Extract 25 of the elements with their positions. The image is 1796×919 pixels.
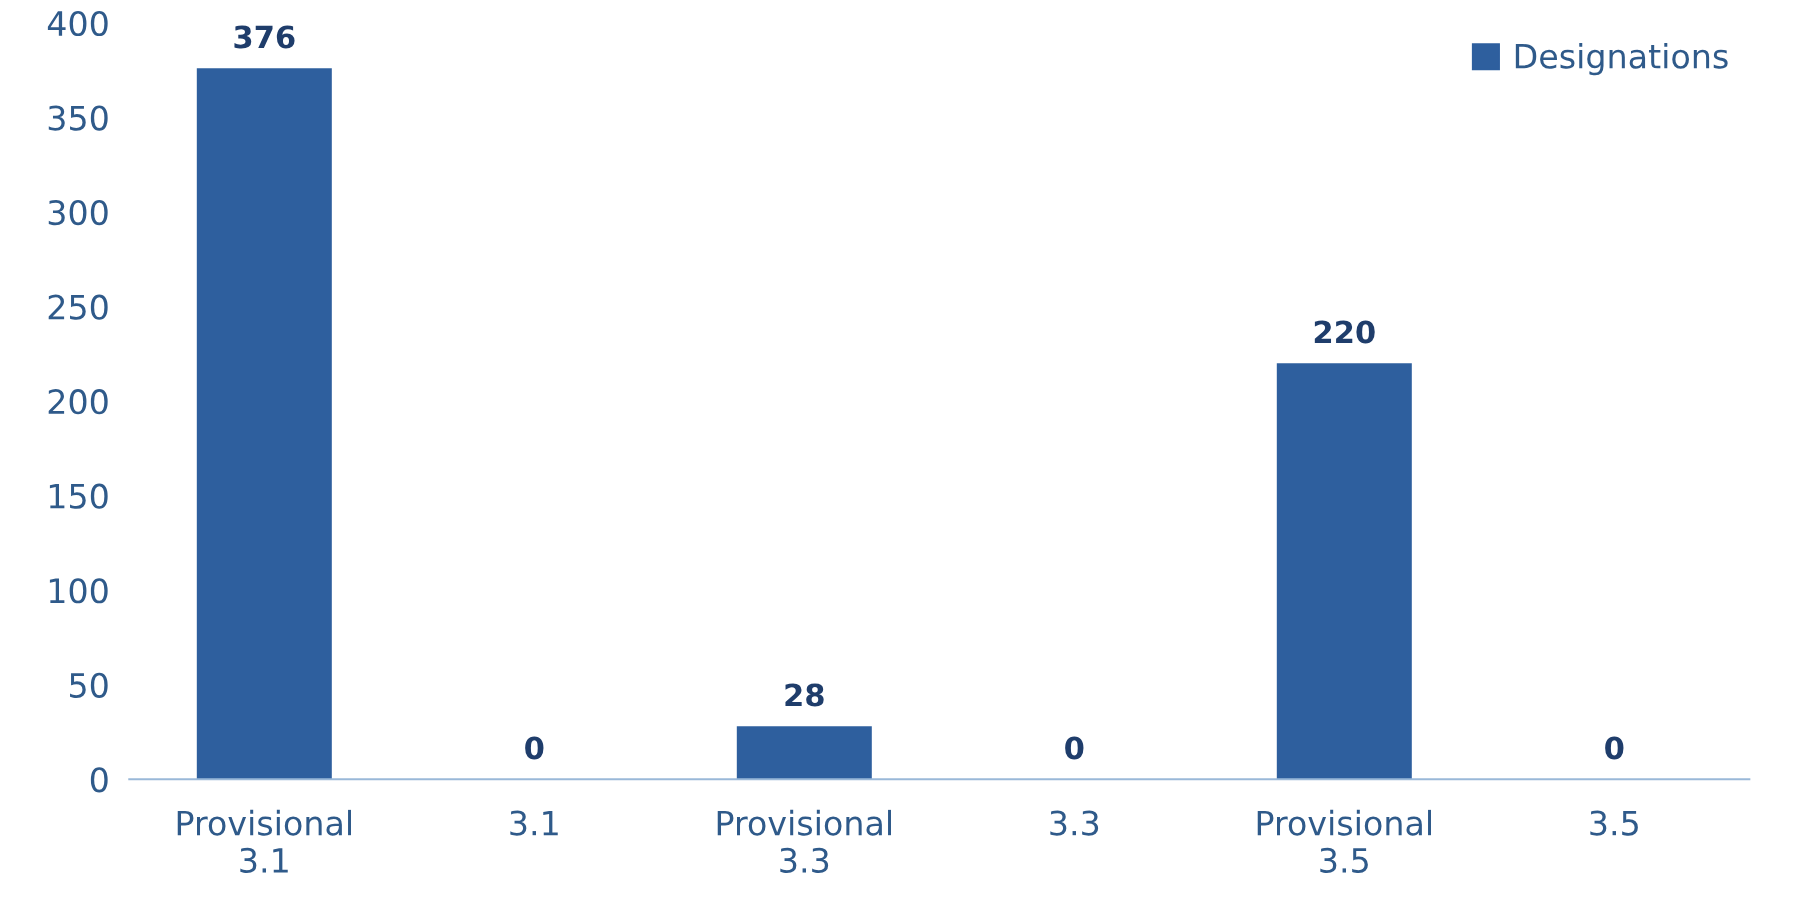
bar [736,726,872,780]
data-label: 220 [1314,320,1375,344]
y-tick-label: 400 [47,10,108,37]
x-tick-label: Provisional 3.3 [717,809,892,873]
x-tick-label: 3.1 [510,810,558,836]
y-tick-label: 150 [49,483,108,509]
y-tick-label: 200 [48,389,108,415]
y-tick-label: 300 [48,199,108,226]
x-tick-label: Provisional 3.1 [177,809,352,873]
data-label: 376 [234,25,295,49]
x-tick-label: 3.3 [1050,810,1099,836]
data-label: 28 [785,683,824,707]
bar [196,68,332,780]
y-tick-label: 50 [70,672,108,698]
data-label: 0 [525,736,544,760]
y-tick-label: 0 [90,767,108,793]
bar [1276,363,1412,780]
data-label: 0 [1605,736,1624,760]
x-tick-label: Provisional 3.5 [1257,809,1432,873]
x-tick-label: 3.5 [1590,810,1638,836]
y-tick-label: 350 [48,105,108,131]
data-label: 0 [1065,736,1084,760]
y-tick-label: 250 [48,294,108,320]
legend-label: Designations [1515,42,1728,76]
y-tick-label: 100 [49,578,108,604]
